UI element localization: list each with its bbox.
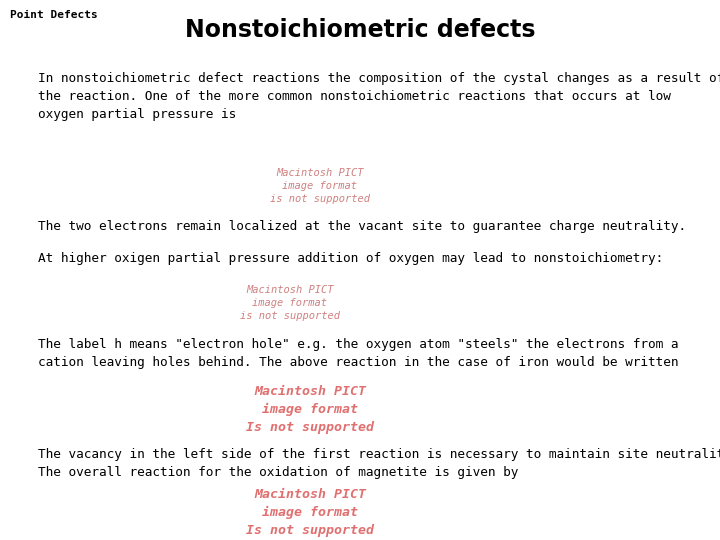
Text: Macintosh PICT
image format
is not supported: Macintosh PICT image format is not suppo…	[270, 168, 370, 205]
Text: In nonstoichiometric defect reactions the composition of the cystal changes as a: In nonstoichiometric defect reactions th…	[38, 72, 720, 121]
Text: Macintosh PICT
image format
Is not supported: Macintosh PICT image format Is not suppo…	[246, 488, 374, 537]
Text: The vacancy in the left side of the first reaction is necessary to maintain site: The vacancy in the left side of the firs…	[38, 448, 720, 479]
Text: Point Defects: Point Defects	[10, 10, 98, 20]
Text: The label h means "electron hole" e.g. the oxygen atom "steels" the electrons fr: The label h means "electron hole" e.g. t…	[38, 338, 678, 369]
Text: Nonstoichiometric defects: Nonstoichiometric defects	[185, 18, 535, 42]
Text: At higher oxigen partial pressure addition of oxygen may lead to nonstoichiometr: At higher oxigen partial pressure additi…	[38, 252, 663, 265]
Text: The two electrons remain localized at the vacant site to guarantee charge neutra: The two electrons remain localized at th…	[38, 220, 686, 233]
Text: Macintosh PICT
image format
is not supported: Macintosh PICT image format is not suppo…	[240, 285, 340, 321]
Text: Macintosh PICT
image format
Is not supported: Macintosh PICT image format Is not suppo…	[246, 385, 374, 434]
